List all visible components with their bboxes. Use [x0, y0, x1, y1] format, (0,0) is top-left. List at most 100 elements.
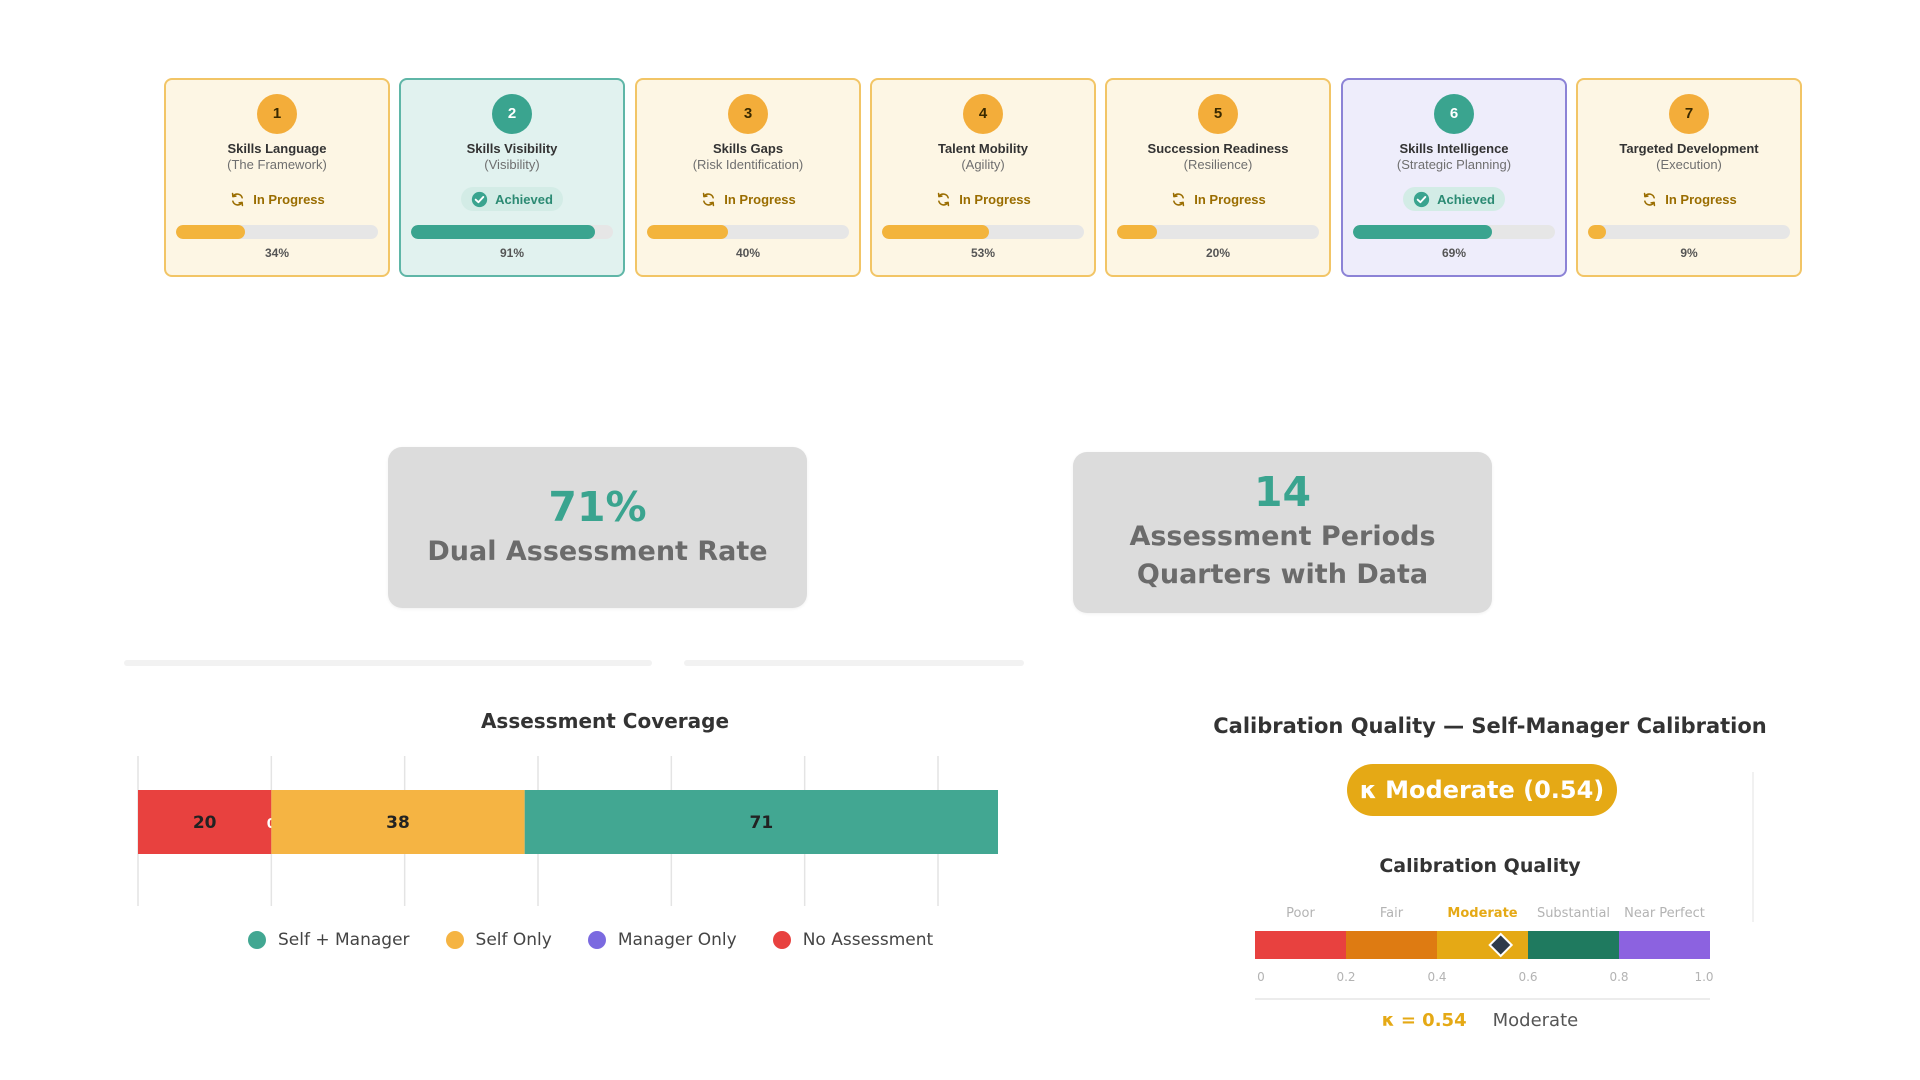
stage-status: In Progress [690, 187, 806, 211]
stage-card-2[interactable]: 2 Skills Visibility (Visibility) Achieved 91… [399, 78, 625, 277]
bar-value-label: 20 [193, 813, 217, 833]
stage-progress-label: 9% [1680, 246, 1698, 260]
stage-title: Talent Mobility [937, 141, 1029, 156]
check-circle-icon [471, 191, 488, 208]
stage-progress-fill [411, 225, 595, 239]
stage-subtitle: (Strategic Planning) [1396, 157, 1512, 172]
stage-status: In Progress [1160, 187, 1276, 211]
bar-value-label: 0 [267, 817, 276, 832]
refresh-icon [1641, 191, 1658, 208]
legend-label: Manager Only [617, 930, 737, 950]
band-segment [1255, 931, 1346, 959]
kpi-label: Dual Assessment Rate [427, 536, 768, 567]
stage-status-label: In Progress [1194, 191, 1266, 207]
legend-label: Self + Manager [278, 930, 410, 950]
stage-progress-fill [176, 225, 245, 239]
kappa-value: κ = 0.54 [1381, 1010, 1467, 1031]
kappa-marker [1488, 932, 1514, 958]
stage-number: 2 [492, 94, 532, 134]
tick-label: 1.0 [1694, 970, 1713, 984]
stage-card-1[interactable]: 1 Skills Language (The Framework) In Progre… [164, 78, 390, 277]
stage-progress-label: 91% [499, 246, 525, 260]
legend-swatch [248, 931, 266, 949]
calibration-scale: Poor Fair Moderate Substantial Near Perfect 0… [1255, 906, 1714, 1000]
stage-progress-label: 40% [735, 246, 761, 260]
band-label: Fair [1380, 906, 1404, 921]
stage-status-label: Achieved [1437, 191, 1495, 207]
stage-number: 4 [963, 94, 1003, 134]
stage-subtitle: (The Framework) [227, 157, 327, 172]
tick-label: 0.4 [1427, 970, 1446, 984]
tick-label: 0.2 [1336, 970, 1355, 984]
panel-edge [1752, 772, 1754, 922]
maturity-stages: 1 Skills Language (The Framework) In Progre… [164, 78, 1804, 277]
coverage-title: Assessment Coverage [480, 709, 730, 733]
kpi-assessment-periods: 14 Assessment Periods Quarters with Data [1073, 452, 1492, 613]
legend-item[interactable]: Manager Only [587, 930, 737, 950]
stage-card-7[interactable]: 7 Targeted Development (Execution) In Progr… [1576, 78, 1802, 277]
stage-progress-label: 69% [1441, 246, 1467, 260]
stage-progress-track [1353, 225, 1555, 239]
bar-value-label: 38 [386, 813, 410, 833]
stage-number: 6 [1434, 94, 1474, 134]
stage-progress-label: 34% [264, 246, 290, 260]
stage-status: In Progress [1631, 187, 1747, 211]
legend-item[interactable]: No Assessment [772, 930, 934, 950]
legend-item[interactable]: Self + Manager [248, 930, 410, 950]
coverage-chart: 20 0 38 71 [137, 756, 998, 906]
calibration-summary: κ = 0.54 Moderate [1250, 1010, 1710, 1031]
refresh-icon [700, 191, 717, 208]
stage-card-4[interactable]: 4 Talent Mobility (Agility) In Progress 53% [870, 78, 1096, 277]
kpi-label-line2: Quarters with Data [1136, 559, 1429, 590]
stage-progress-fill [1353, 225, 1493, 239]
stage-progress-track [1588, 225, 1790, 239]
stage-card-6[interactable]: 6 Skills Intelligence (Strategic Planning)… [1341, 78, 1567, 277]
stage-title: Succession Readiness [1147, 141, 1289, 156]
bar-segment-no-assessment [138, 790, 272, 854]
stage-title: Skills Intelligence [1399, 141, 1509, 156]
stage-progress-fill [1588, 225, 1607, 239]
kappa-badge: κ Moderate (0.54) [1347, 764, 1617, 816]
kpi-value: 14 [1253, 468, 1312, 516]
stage-card-3[interactable]: 3 Skills Gaps (Risk Identification) In Prog… [635, 78, 861, 277]
kpi-label-line1: Assessment Periods [1129, 521, 1436, 552]
stage-subtitle: (Execution) [1656, 157, 1722, 172]
stage-card-5[interactable]: 5 Succession Readiness (Resilience) In Prog… [1105, 78, 1331, 277]
stage-title: Skills Visibility [466, 141, 558, 156]
band-segment [1528, 931, 1619, 959]
refresh-icon [1170, 191, 1187, 208]
stage-status: Achieved [461, 187, 563, 211]
stage-status-label: In Progress [724, 191, 796, 207]
refresh-icon [229, 191, 246, 208]
stage-subtitle: (Visibility) [484, 157, 540, 172]
stage-status-label: In Progress [253, 191, 325, 207]
bar-segment-self-only [271, 790, 525, 854]
stage-progress-track [1117, 225, 1319, 239]
band-label: Poor [1286, 906, 1315, 921]
stage-subtitle: (Resilience) [1183, 157, 1253, 172]
stage-number: 7 [1669, 94, 1709, 134]
stage-title: Targeted Development [1619, 141, 1759, 156]
tick-label: 0.8 [1609, 970, 1628, 984]
stage-status-label: In Progress [1665, 191, 1737, 207]
bar-segment-self-manager [524, 790, 998, 854]
kpi-dual-assessment-rate: 71% Dual Assessment Rate [388, 447, 807, 608]
band-label: Near Perfect [1624, 906, 1705, 921]
band-segment [1437, 931, 1528, 959]
band-label: Moderate [1447, 906, 1517, 921]
stage-progress-fill [1117, 225, 1158, 239]
legend-label: No Assessment [802, 930, 934, 950]
stage-status-label: Achieved [495, 191, 553, 207]
stage-progress-label: 53% [970, 246, 996, 260]
legend-swatch [772, 931, 791, 949]
stage-progress-track [647, 225, 849, 239]
legend-item[interactable]: Self Only [445, 930, 552, 950]
coverage-legend: Self + Manager Self Only Manager Only No As… [248, 930, 933, 950]
stage-subtitle: (Risk Identification) [692, 157, 804, 172]
legend-swatch [587, 931, 606, 949]
stage-progress-track [882, 225, 1084, 239]
calibration-scale-title: Calibration Quality [1379, 855, 1581, 877]
stage-progress-label: 20% [1205, 246, 1231, 260]
stage-title: Skills Language [227, 141, 327, 156]
stage-status: Achieved [1403, 187, 1505, 211]
